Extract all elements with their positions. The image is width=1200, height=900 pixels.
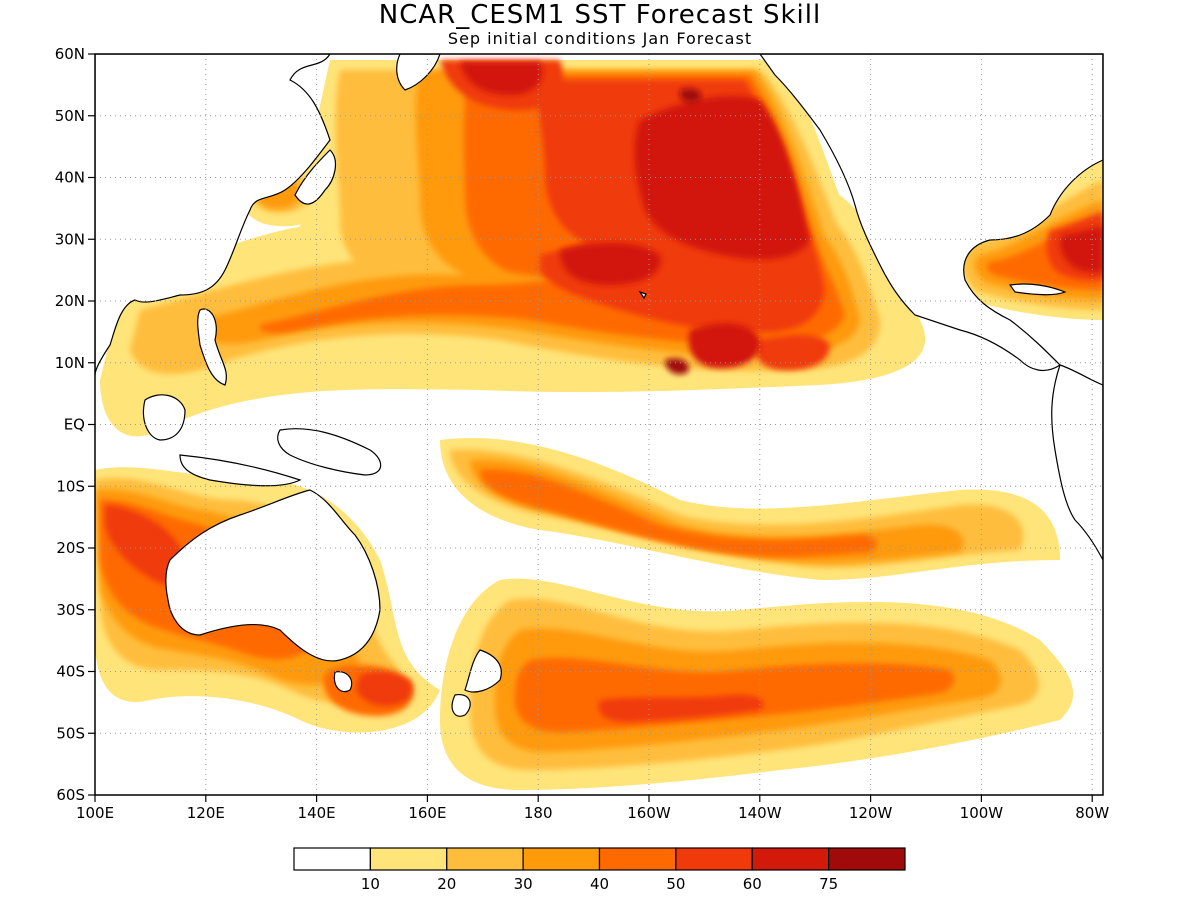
colorbar-label: 10 xyxy=(361,875,380,893)
lat-tick-label: 10S xyxy=(56,477,85,495)
lat-tick-label: 20N xyxy=(55,292,85,310)
colorbar-swatch xyxy=(522,847,601,871)
lat-tick-label: 50S xyxy=(56,724,85,742)
lon-tick-label: 180 xyxy=(524,804,553,822)
lat-tick-label: 10N xyxy=(55,354,85,372)
lat-tick-label: 30N xyxy=(55,230,85,248)
colorbar-swatch xyxy=(751,847,830,871)
colorbar-swatch xyxy=(446,847,524,871)
lat-tick-label: 40S xyxy=(56,663,85,681)
skill-level-60-75 xyxy=(460,62,1103,369)
latitude-axis: 60N 50N 40N 30N 20N 10N EQ 10S 20S 30S 40S 50S 60S xyxy=(55,45,95,804)
grid-lines xyxy=(95,54,1103,795)
map-subtitle: Sep initial conditions Jan Forecast xyxy=(447,29,753,48)
lon-tick-label: 80W xyxy=(1075,804,1109,822)
colorbar: 10 20 30 40 50 60 75 xyxy=(293,847,906,893)
colorbar-label: 40 xyxy=(590,875,609,893)
lon-tick-label: 100W xyxy=(960,804,1004,822)
lat-tick-label: EQ xyxy=(64,416,85,434)
lat-tick-label: 60N xyxy=(55,45,85,63)
lat-tick-label: 60S xyxy=(56,786,85,804)
colorbar-swatch xyxy=(598,847,677,871)
lat-tick-label: 40N xyxy=(55,169,85,187)
lon-tick-label: 120W xyxy=(849,804,893,822)
skill-field xyxy=(95,54,1103,790)
lon-tick-label: 160W xyxy=(627,804,671,822)
map-title: NCAR_CESM1 SST Forecast Skill xyxy=(378,0,822,30)
colorbar-swatch xyxy=(828,847,906,871)
colorbar-swatch xyxy=(369,847,448,871)
colorbar-label: 50 xyxy=(666,875,685,893)
lon-tick-label: 140E xyxy=(298,804,336,822)
colorbar-label: 60 xyxy=(743,875,762,893)
colorbar-label: 30 xyxy=(514,875,533,893)
lat-tick-label: 50N xyxy=(55,107,85,125)
colorbar-swatch xyxy=(293,847,371,871)
lon-tick-label: 140W xyxy=(738,804,782,822)
colorbar-label: 20 xyxy=(437,875,456,893)
lon-tick-label: 160E xyxy=(408,804,446,822)
colorbar-swatch xyxy=(675,847,753,871)
lat-tick-label: 20S xyxy=(56,539,85,557)
lon-tick-label: 100E xyxy=(76,804,114,822)
colorbar-label: 75 xyxy=(819,875,838,893)
land-outlines xyxy=(95,54,1103,717)
lat-tick-label: 30S xyxy=(56,601,85,619)
lon-tick-label: 120E xyxy=(187,804,225,822)
longitude-axis: 100E 120E 140E 160E 180 160W 140W 120W 100W 80W xyxy=(76,795,1109,822)
